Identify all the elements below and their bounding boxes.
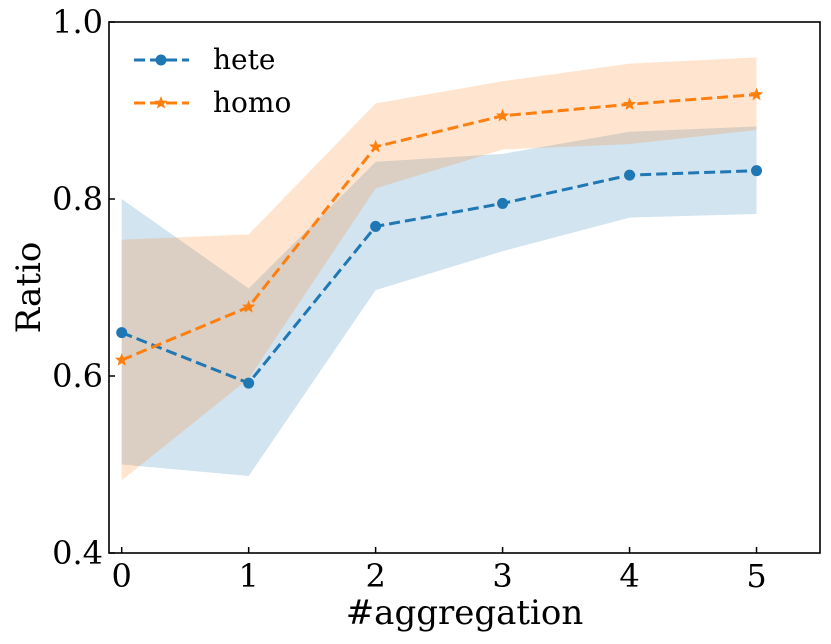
point-hete-4: [624, 169, 636, 181]
point-homo-3: [495, 108, 510, 122]
line-homo: [121, 93, 757, 362]
x-tick-label: 3: [492, 557, 512, 595]
legend-marker-homo: [154, 96, 168, 109]
line-hete: [121, 169, 757, 385]
x-axis-title: #aggregation: [346, 593, 584, 633]
point-homo-5: [749, 87, 764, 101]
point-homo-4: [622, 97, 637, 110]
point-homo-1: [242, 299, 256, 313]
y-axis-title: Ratio: [9, 242, 49, 334]
legend: hete homo: [134, 43, 291, 119]
legend-label-hete: hete: [213, 43, 275, 76]
plot-area-frame: [108, 21, 821, 554]
point-homo-0: [115, 353, 129, 366]
y-tick-label: 1.0: [52, 3, 103, 41]
y-tick-label: 0.8: [52, 180, 103, 218]
point-hete-5: [751, 165, 763, 177]
x-axis-ticks: 0 1 2 3 4 5: [112, 547, 767, 595]
legend-marker-hete: [155, 54, 167, 66]
point-homo-2: [368, 139, 383, 153]
point-hete-3: [497, 197, 509, 209]
series-markers: [115, 87, 764, 389]
confidence-bands: [121, 57, 757, 481]
x-tick-label: 1: [238, 557, 258, 595]
series-lines: [121, 93, 757, 385]
point-hete-0: [116, 327, 128, 339]
legend-label-homo: homo: [213, 86, 291, 119]
y-axis-ticks: 0.4 0.6 0.8 1.0: [52, 3, 115, 572]
x-tick-label: 0: [112, 557, 132, 595]
y-tick-label: 0.4: [52, 534, 103, 572]
band-hete: [121, 126, 757, 477]
x-tick-label: 5: [746, 557, 766, 595]
x-tick-label: 2: [365, 557, 385, 595]
point-hete-1: [243, 377, 255, 389]
point-hete-2: [370, 220, 382, 232]
x-tick-label: 4: [619, 557, 639, 595]
y-tick-label: 0.6: [52, 357, 103, 395]
